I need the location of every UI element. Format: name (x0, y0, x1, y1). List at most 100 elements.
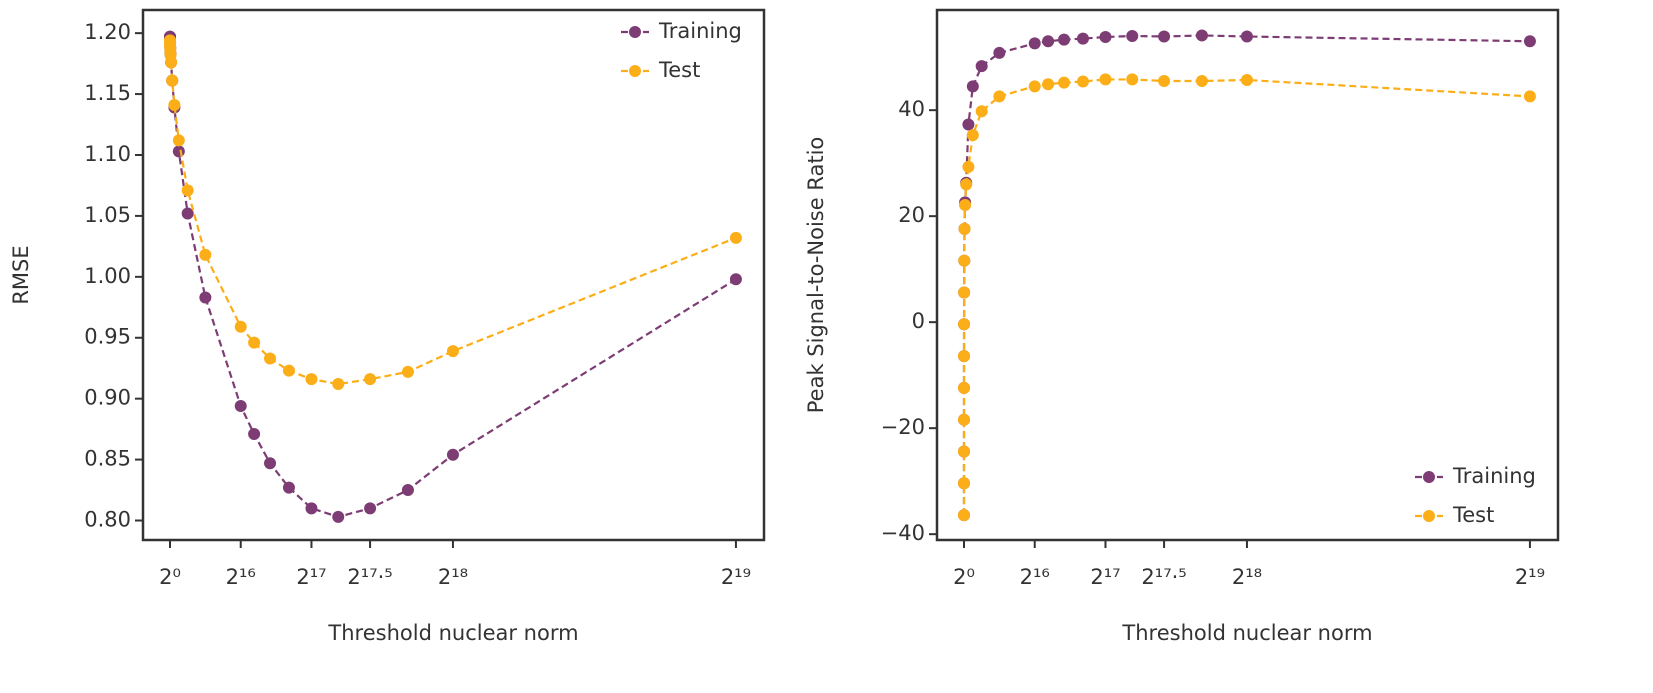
point (1240, 30, 1253, 43)
series-line (962, 34, 1530, 516)
y-tick-label: 40 (898, 97, 925, 121)
x-tick-label: 2¹⁹ (721, 565, 751, 589)
point (165, 56, 178, 69)
y-tick-label: 0.90 (84, 386, 131, 410)
point (234, 399, 247, 412)
point (248, 428, 261, 440)
y-tick-label: 20 (898, 203, 925, 227)
y-tick-label: 1.05 (84, 203, 131, 227)
x-tick-label: 2⁰ (159, 565, 181, 589)
point (993, 46, 1006, 59)
x-tick-label: 2¹⁸ (1232, 565, 1262, 589)
y-axis-label: Peak Signal-to-Noise Ratio (804, 137, 828, 414)
y-tick-label: 0 (912, 309, 925, 333)
legend-marker (1423, 510, 1435, 522)
point (199, 291, 212, 304)
point (172, 134, 185, 147)
point (401, 365, 414, 378)
point (1076, 32, 1089, 45)
point (1158, 75, 1171, 88)
x-tick-label: 2¹⁶ (1020, 565, 1050, 589)
point (957, 509, 970, 522)
point (729, 273, 742, 286)
y-tick-label: −40 (881, 521, 925, 545)
y-tick-label: 0.80 (84, 508, 131, 532)
point (1099, 31, 1112, 44)
point (1523, 35, 1536, 48)
point (729, 231, 742, 244)
point (1126, 73, 1139, 86)
point (962, 160, 975, 173)
legend-label: Test (1452, 503, 1494, 527)
plot-frame (935, 8, 1560, 542)
point (975, 105, 988, 118)
point (234, 320, 247, 333)
point (1195, 75, 1208, 88)
point (1195, 29, 1208, 42)
x-axis-label: Threshold nuclear norm (327, 621, 578, 645)
x-tick-label: 2¹⁶ (226, 565, 256, 589)
x-tick-label: 2¹⁸ (438, 565, 468, 589)
point (959, 199, 972, 212)
point (181, 207, 194, 220)
point (1058, 76, 1071, 89)
y-tick-label: 1.20 (84, 20, 131, 44)
point (1028, 80, 1041, 93)
point (957, 413, 970, 426)
point (305, 373, 318, 386)
point (446, 448, 459, 461)
point (305, 502, 318, 515)
x-tick-label: 2¹⁹ (1515, 565, 1545, 589)
point (446, 345, 459, 358)
y-tick-label: 1.10 (84, 142, 131, 166)
point (282, 481, 295, 494)
point (1126, 29, 1139, 42)
y-axis-label: RMSE (9, 245, 33, 304)
point (248, 336, 261, 349)
point (1028, 37, 1041, 50)
point (1523, 90, 1536, 103)
point (1042, 78, 1055, 91)
point (958, 286, 971, 299)
x-tick-label: 2¹⁷ (1090, 565, 1120, 589)
point (332, 378, 345, 391)
point (958, 222, 971, 235)
series-line (962, 78, 1530, 516)
x-tick-label: 2¹⁷ (296, 565, 326, 589)
point (1240, 73, 1253, 86)
point (1099, 73, 1112, 86)
point (181, 184, 194, 197)
point (401, 484, 414, 497)
point (264, 457, 277, 470)
plot-frame (141, 8, 766, 542)
legend-marker (1423, 471, 1435, 483)
y-tick-label: 0.85 (84, 447, 131, 471)
point (168, 99, 181, 112)
legend-label: Training (1452, 464, 1536, 488)
point (332, 510, 345, 523)
point (958, 350, 971, 363)
legend-label: Test (658, 58, 700, 82)
point (264, 352, 277, 365)
point (958, 318, 971, 331)
x-tick-label: 2¹⁷·⁵ (347, 565, 392, 589)
point (960, 178, 973, 191)
point (975, 60, 988, 73)
point (962, 118, 975, 131)
point (1058, 33, 1071, 46)
x-tick-label: 2⁰ (953, 565, 975, 589)
point (1076, 75, 1089, 88)
y-tick-label: 1.15 (84, 81, 131, 105)
point (966, 80, 979, 93)
point (172, 145, 185, 158)
point (966, 129, 979, 142)
y-tick-label: 1.00 (84, 264, 131, 288)
y-tick-label: −20 (881, 415, 925, 439)
point (364, 373, 377, 386)
point (282, 364, 295, 377)
legend-label: Training (658, 19, 742, 43)
point (1158, 30, 1171, 43)
point (199, 248, 212, 261)
point (958, 254, 971, 267)
